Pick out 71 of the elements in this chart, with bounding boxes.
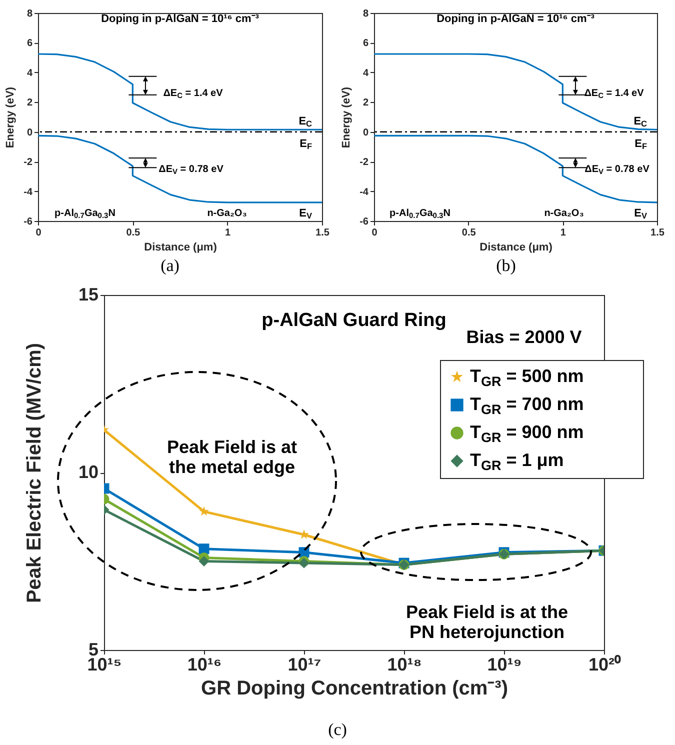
- x-axis-title: Distance (μm): [480, 242, 553, 254]
- y-tick-label: 6: [26, 38, 33, 50]
- y-tick-label: -4: [360, 186, 369, 198]
- x-tick-label: 1.5: [316, 228, 330, 238]
- point: [299, 529, 309, 539]
- x-tick-label: 1.5: [650, 228, 665, 238]
- chart-title: Doping in p-AlGaN = 10¹⁶ cm⁻³: [436, 13, 595, 25]
- y-tick-label: -2: [360, 157, 369, 168]
- chart-title: Doping in p-AlGaN = 10¹⁶ cm⁻³: [101, 13, 260, 25]
- legend-label: T$_{GR}$ = 500 nm: [470, 366, 584, 388]
- y-tick-label: 8: [26, 8, 33, 20]
- ref-line-label: E$_{F}$: [634, 138, 647, 151]
- point: [198, 556, 210, 566]
- annotation: Peak Field is at the PN heterojunction: [406, 602, 568, 642]
- annotation: ΔE$_{V}$ = 0.78 eV: [584, 164, 650, 176]
- y-axis-title: Energy (eV): [4, 86, 17, 148]
- annotation: ΔE$_{V}$ = 0.78 eV: [158, 164, 224, 176]
- annotation: n-Ga₂O₃: [207, 208, 248, 219]
- y-tick-label: 0: [26, 127, 33, 138]
- line-series: [38, 53, 322, 130]
- y-tick-label: -6: [24, 216, 33, 228]
- y-axis-title: Peak Electric Field (MV/cm): [23, 342, 46, 604]
- ref-line-label: E$_{F}$: [300, 138, 312, 151]
- line-series: [38, 134, 322, 204]
- series-label: E$_{C}$: [634, 116, 648, 129]
- annotation: ΔE$_{C}$ = 1.4 eV: [163, 88, 224, 100]
- y-tick-label: 2: [26, 98, 33, 109]
- series-label: E$_{C}$: [298, 116, 312, 129]
- y-tick-label: 2: [362, 98, 369, 109]
- y-tick-label: -4: [24, 186, 33, 198]
- y-tick-label: -6: [360, 216, 369, 228]
- legend-label: T$_{GR}$ = 900 nm: [470, 422, 584, 444]
- text: (a): [160, 256, 180, 276]
- x-tick-label: 0.5: [126, 228, 141, 238]
- y-tick-label: 4: [362, 68, 369, 79]
- y-tick-label: 8: [362, 8, 369, 20]
- text: (b): [495, 256, 517, 276]
- x-tick-label: 10¹⁶: [187, 654, 222, 674]
- x-axis-title: Distance (μm): [144, 242, 218, 254]
- y-tick-label: 15: [78, 284, 98, 304]
- point: [199, 506, 209, 516]
- y-tick-label: 0: [362, 127, 369, 138]
- y-tick-label: 6: [362, 38, 369, 50]
- line-series: [374, 53, 657, 130]
- x-tick-label: 10¹⁷: [288, 654, 322, 674]
- line-series: [374, 134, 657, 204]
- text: p-AlGaN Guard Ring: [262, 310, 446, 331]
- legend-label: T$_{GR}$ = 700 nm: [470, 394, 584, 416]
- x-axis-title: GR Doping Concentration (cm⁻³): [201, 678, 508, 700]
- y-tick-label: 10: [78, 462, 98, 482]
- y-tick-label: -2: [24, 157, 33, 168]
- annotation: Bias = 2000 V: [466, 327, 582, 347]
- y-tick-label: 4: [26, 68, 33, 79]
- x-tick-label: 10²⁰: [588, 654, 622, 674]
- series-label: E$_{V}$: [299, 207, 312, 220]
- annotation: n-Ga₂O₃: [544, 208, 584, 219]
- x-tick-label: 10¹⁹: [487, 654, 522, 674]
- x-tick-label: 0.5: [462, 228, 476, 238]
- annotation: p-Al$_{0.7}$Ga$_{0.3}$N: [390, 208, 450, 220]
- x-tick-label: 0: [36, 228, 42, 238]
- series-label: E$_{V}$: [634, 207, 648, 220]
- annotation: p-Al$_{0.7}$Ga$_{0.3}$N: [54, 208, 116, 220]
- annotation: Peak Field is at the metal edge: [166, 437, 298, 477]
- annotation: ΔE$_{C}$ = 1.4 eV: [584, 88, 644, 100]
- legend-label: T$_{GR}$ = 1 μm: [470, 450, 564, 472]
- x-tick-label: 1: [225, 228, 232, 238]
- y-axis-title: Energy (eV): [340, 86, 353, 148]
- x-tick-label: 10¹⁸: [387, 654, 422, 674]
- x-tick-label: 0: [372, 228, 378, 238]
- text: (c): [327, 720, 348, 740]
- x-tick-label: 1: [560, 228, 566, 238]
